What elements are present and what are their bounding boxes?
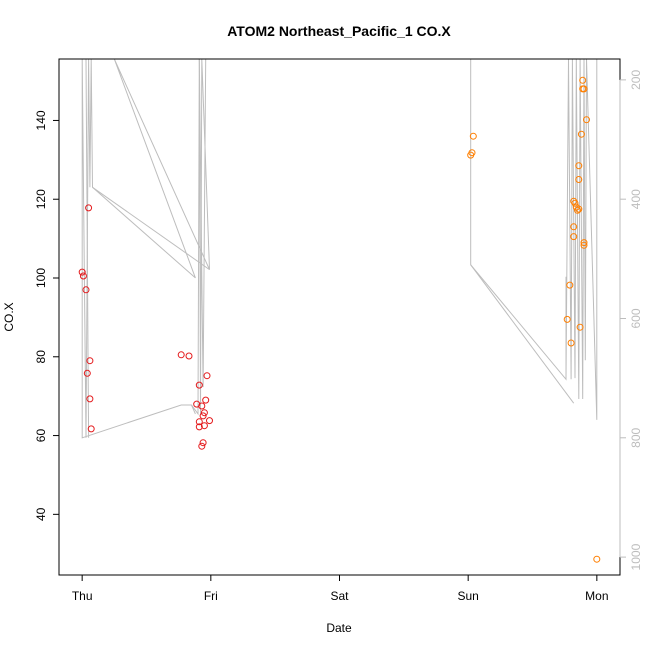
data-point	[579, 76, 587, 84]
y-axis: 40 60 80 100 120 140	[34, 110, 60, 521]
data-point	[177, 351, 185, 359]
secondary-line-segment	[470, 264, 575, 404]
data-point	[570, 197, 578, 205]
y-tick-label: 80	[34, 350, 48, 364]
points-layer	[78, 76, 601, 563]
y-tick-label: 40	[34, 507, 48, 521]
data-point	[567, 339, 575, 347]
data-point	[575, 162, 583, 170]
y-axis-label: CO.X	[2, 302, 16, 331]
data-point	[577, 130, 585, 138]
y-tick-label: 60	[34, 429, 48, 443]
secondary-y-axis: 200 400 600 800 1000	[619, 70, 643, 570]
data-point	[79, 272, 87, 280]
x-tick-label: Sat	[330, 589, 349, 603]
x-tick-label: Thu	[72, 589, 93, 603]
data-point	[82, 286, 90, 294]
data-point	[575, 205, 583, 213]
data-point	[85, 204, 93, 212]
data-point	[566, 281, 574, 289]
x-tick-label: Sun	[457, 589, 478, 603]
y2-tick-label: 800	[629, 427, 643, 447]
data-point	[195, 381, 203, 389]
y-tick-label: 140	[34, 110, 48, 130]
data-point	[574, 206, 581, 214]
secondary-line-segment	[92, 186, 210, 271]
data-point	[580, 241, 588, 249]
data-point	[206, 417, 213, 425]
x-axis: Thu Fri Sat Sun Mon	[72, 574, 609, 603]
x-tick-label: Mon	[585, 589, 608, 603]
data-point	[83, 369, 91, 377]
data-point	[199, 412, 207, 420]
data-point	[185, 352, 193, 360]
data-point	[200, 409, 208, 417]
data-point	[87, 425, 95, 433]
data-point	[575, 176, 583, 183]
data-point	[580, 239, 588, 247]
chart-title: ATOM2 Northeast_Pacific_1 CO.X	[227, 23, 451, 39]
data-point	[203, 372, 211, 380]
secondary-line-layer	[81, 58, 598, 439]
data-point	[195, 423, 203, 431]
data-point	[571, 199, 579, 207]
data-point	[195, 418, 203, 426]
y2-tick-label: 400	[629, 189, 643, 209]
data-point	[202, 396, 210, 404]
y2-tick-label: 200	[629, 70, 643, 90]
data-point	[198, 442, 206, 450]
data-point	[199, 439, 207, 447]
secondary-line-segment	[85, 58, 90, 438]
secondary-line-segment	[191, 404, 196, 415]
data-point	[86, 357, 94, 365]
y2-tick-label: 600	[629, 308, 643, 328]
data-point	[580, 85, 588, 93]
data-point	[469, 132, 477, 140]
y-tick-label: 100	[34, 268, 48, 288]
data-point	[570, 223, 578, 231]
data-point	[563, 315, 571, 323]
x-axis-label: Date	[326, 621, 352, 635]
data-point	[468, 149, 476, 157]
y2-tick-label: 1000	[629, 543, 643, 570]
data-point	[200, 422, 208, 430]
data-point	[78, 268, 86, 276]
data-point	[583, 116, 590, 124]
y-tick-label: 120	[34, 189, 48, 209]
data-point	[198, 402, 206, 410]
secondary-line-segment	[565, 58, 598, 420]
data-point	[570, 233, 578, 241]
data-point	[576, 323, 584, 331]
data-point	[593, 555, 601, 563]
secondary-line-segment	[470, 59, 567, 381]
secondary-line-segment	[81, 58, 210, 439]
data-point	[86, 395, 94, 403]
x-tick-label: Fri	[204, 589, 218, 603]
secondary-line-segment	[198, 58, 207, 388]
